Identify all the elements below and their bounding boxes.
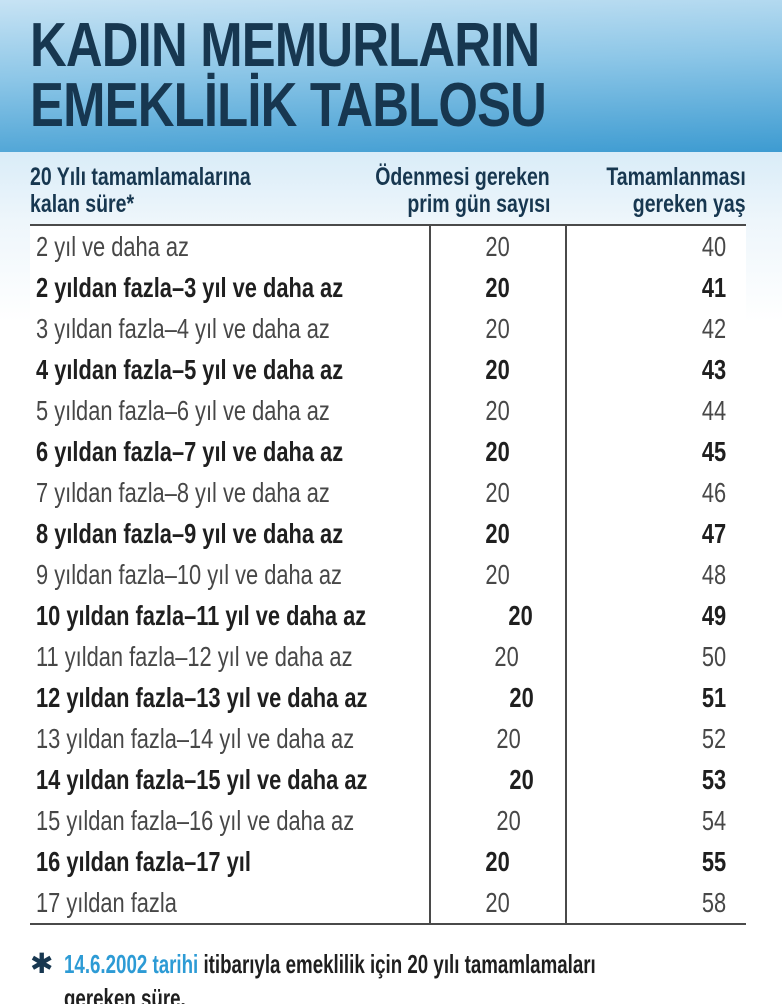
cell-kalan-sure: 3 yıldan fazla–4 yıl ve daha az	[36, 312, 330, 344]
column-divider	[565, 226, 567, 923]
cell-kalan-sure: 2 yıl ve daha az	[36, 230, 189, 262]
table-row: 3 yıldan fazla–4 yıl ve daha az 20 42	[30, 308, 746, 349]
table-row: 14 yıldan fazla–15 yıl ve daha az 20 53	[30, 759, 746, 800]
cell-kalan-sure: 14 yıldan fazla–15 yıl ve daha az	[36, 763, 368, 795]
cell-prim-gun: 20	[485, 435, 511, 467]
cell-kalan-sure: 10 yıldan fazla–11 yıl ve daha az	[36, 599, 367, 631]
table-row: 2 yıl ve daha az 20 40	[30, 226, 746, 267]
cell-prim-gun: 20	[485, 886, 511, 918]
table-row: 15 yıldan fazla–16 yıl ve daha az 20 54	[30, 800, 746, 841]
col-header-prim-gun: Ödenmesi gereken prim gün sayısı	[320, 164, 550, 218]
footnote-date-highlight: 14.6.2002 tarihi	[64, 949, 199, 979]
column-divider	[429, 226, 431, 923]
cell-kalan-sure: 12 yıldan fazla–13 yıl ve daha az	[36, 681, 368, 713]
table-section: 20 Yılı tamamlamalarına kalan süre* Öden…	[0, 152, 782, 1004]
cell-yas: 42	[701, 312, 726, 344]
footnote: ✱ 14.6.2002 tarihi itibarıyla emeklilik …	[0, 939, 782, 1004]
cell-prim-gun: 20	[509, 763, 534, 795]
col-header-text: prim gün sayısı	[406, 190, 550, 218]
table-row: 9 yıldan fazla–10 yıl ve daha az 20 48	[30, 554, 746, 595]
footnote-line1: 14.6.2002 tarihi itibarıyla emeklilik iç…	[64, 947, 772, 981]
footnote-text: gereken süre.	[64, 983, 186, 1004]
page-title: EMEKLİLİK TABLOSU	[30, 71, 782, 140]
cell-prim-gun: 20	[509, 681, 534, 713]
cell-yas: 46	[701, 476, 726, 508]
cell-prim-gun: 20	[485, 845, 511, 877]
cell-prim-gun: 20	[508, 599, 533, 631]
cell-yas: 47	[701, 517, 726, 549]
cell-kalan-sure: 9 yıldan fazla–10 yıl ve daha az	[36, 558, 342, 590]
cell-kalan-sure: 13 yıldan fazla–14 yıl ve daha az	[36, 722, 355, 754]
col-header-text: kalan süre*	[30, 190, 135, 218]
footnote-line2: gereken süre.	[64, 981, 772, 1004]
table-row: 16 yıldan fazla–17 yıl 20 55	[30, 841, 746, 882]
cell-yas: 44	[701, 394, 726, 426]
page-title: KADIN MEMURLARIN	[30, 11, 782, 80]
cell-prim-gun: 20	[496, 722, 521, 754]
cell-prim-gun: 20	[485, 230, 511, 262]
cell-kalan-sure: 4 yıldan fazla–5 yıl ve daha az	[36, 353, 344, 385]
cell-kalan-sure: 8 yıldan fazla–9 yıl ve daha az	[36, 517, 344, 549]
col-header-yas: Tamamlanması gereken yaş	[550, 164, 746, 218]
table-row: 6 yıldan fazla–7 yıl ve daha az 20 45	[30, 431, 746, 472]
col-header-text: 20 Yılı tamamlamalarına	[30, 163, 251, 191]
cell-kalan-sure: 2 yıldan fazla–3 yıl ve daha az	[36, 271, 344, 303]
table-row: 7 yıldan fazla–8 yıl ve daha az 20 46	[30, 472, 746, 513]
cell-yas: 41	[701, 271, 726, 303]
page-title-line1: KADIN MEMURLARIN	[30, 11, 540, 80]
table-row: 8 yıldan fazla–9 yıl ve daha az 20 47	[30, 513, 746, 554]
col-header-kalan-sure: 20 Yılı tamamlamalarına kalan süre*	[30, 164, 320, 218]
cell-yas: 54	[701, 804, 726, 836]
table-row: 4 yıldan fazla–5 yıl ve daha az 20 43	[30, 349, 746, 390]
cell-prim-gun: 20	[494, 640, 520, 672]
cell-yas: 50	[701, 640, 726, 672]
cell-prim-gun: 20	[485, 353, 511, 385]
col-header-text: Tamamlanması	[606, 163, 746, 191]
cell-yas: 58	[701, 886, 726, 918]
retirement-table-body: 2 yıl ve daha az 20 40 2 yıldan fazla–3 yıl…	[30, 224, 746, 925]
cell-yas: 43	[701, 353, 726, 385]
cell-kalan-sure: 11 yıldan fazla–12 yıl ve daha az	[36, 640, 353, 672]
cell-yas: 55	[701, 845, 726, 877]
table-row: 2 yıldan fazla–3 yıl ve daha az 20 41	[30, 267, 746, 308]
cell-yas: 52	[701, 722, 726, 754]
cell-prim-gun: 20	[496, 804, 521, 836]
cell-yas: 48	[701, 558, 726, 590]
masthead: KADIN MEMURLARIN EMEKLİLİK TABLOSU	[0, 0, 782, 152]
cell-prim-gun: 20	[485, 312, 511, 344]
col-header-text: gereken yaş	[633, 190, 746, 218]
cell-prim-gun: 20	[485, 476, 511, 508]
cell-kalan-sure: 15 yıldan fazla–16 yıl ve daha az	[36, 804, 355, 836]
cell-kalan-sure: 17 yıldan fazla	[36, 886, 177, 918]
cell-yas: 40	[701, 230, 726, 262]
table-row: 11 yıldan fazla–12 yıl ve daha az 20 50	[30, 636, 746, 677]
table-row: 17 yıldan fazla 20 58	[30, 882, 746, 923]
cell-prim-gun: 20	[485, 558, 511, 590]
cell-prim-gun: 20	[485, 394, 511, 426]
cell-kalan-sure: 16 yıldan fazla–17 yıl	[36, 845, 251, 877]
page-title-line2: EMEKLİLİK TABLOSU	[30, 71, 547, 140]
cell-kalan-sure: 7 yıldan fazla–8 yıl ve daha az	[36, 476, 330, 508]
cell-prim-gun: 20	[485, 517, 511, 549]
table-row: 5 yıldan fazla–6 yıl ve daha az 20 44	[30, 390, 746, 431]
footnote-star-icon: ✱	[30, 948, 54, 979]
cell-prim-gun: 20	[485, 271, 511, 303]
table-row: 10 yıldan fazla–11 yıl ve daha az 20 49	[30, 595, 746, 636]
table-row: 13 yıldan fazla–14 yıl ve daha az 20 52	[30, 718, 746, 759]
cell-yas: 45	[701, 435, 726, 467]
cell-yas: 49	[701, 599, 726, 631]
cell-kalan-sure: 5 yıldan fazla–6 yıl ve daha az	[36, 394, 330, 426]
table-header-row: 20 Yılı tamamlamalarına kalan süre* Öden…	[0, 152, 782, 224]
cell-kalan-sure: 6 yıldan fazla–7 yıl ve daha az	[36, 435, 344, 467]
table-row: 12 yıldan fazla–13 yıl ve daha az 20 51	[30, 677, 746, 718]
cell-yas: 53	[701, 763, 726, 795]
col-header-text: Ödenmesi gereken	[375, 163, 550, 191]
cell-yas: 51	[701, 681, 726, 713]
footnote-text: itibarıyla emeklilik için 20 yılı tamaml…	[198, 949, 596, 979]
